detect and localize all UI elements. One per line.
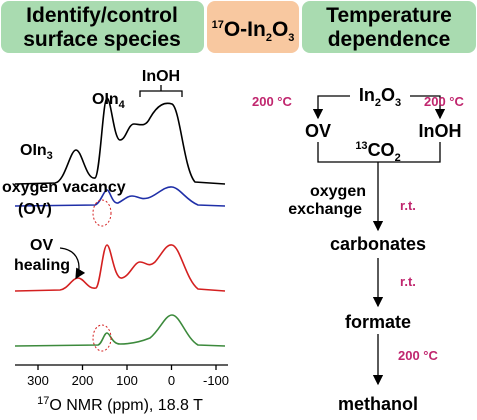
node: formate xyxy=(345,312,411,332)
header-center: 17O-In2O3 xyxy=(212,18,295,44)
bracket xyxy=(317,142,441,163)
spectrum-blue xyxy=(14,186,226,207)
condition: r.t. xyxy=(400,274,416,289)
peak-label: OIn3 xyxy=(20,142,53,162)
step-label: oxygen xyxy=(310,183,366,200)
header-right-1: Temperature xyxy=(326,4,452,27)
spectrum-red xyxy=(14,244,226,292)
tick-label: 100 xyxy=(116,373,138,388)
arrow xyxy=(312,95,350,120)
spectrum-black xyxy=(14,97,226,185)
node: In2O3 xyxy=(359,85,401,109)
annotation: (OV) xyxy=(18,201,52,218)
header-box-center xyxy=(207,1,299,53)
axis-label: 17O NMR (ppm), 18.8 T xyxy=(37,395,203,414)
inoh-bracket xyxy=(139,85,183,97)
vacancy-circle xyxy=(92,199,112,227)
vacancy-circle xyxy=(92,324,112,352)
header-box-right xyxy=(302,1,476,53)
node: 13CO2 xyxy=(355,140,400,164)
header-right-2: dependence xyxy=(328,28,451,51)
tick-label: 200 xyxy=(72,373,94,388)
condition: 200 °C xyxy=(398,348,439,363)
node: InOH xyxy=(419,121,462,141)
node: OV xyxy=(305,121,331,141)
header-box-left xyxy=(1,1,204,53)
annotation: OV xyxy=(30,237,53,254)
node: methanol xyxy=(338,394,418,414)
condition: 200 °C xyxy=(252,94,293,109)
tick-label: -100 xyxy=(203,373,229,388)
spectrum-green xyxy=(14,314,226,347)
step-label: exchange xyxy=(288,201,362,218)
header-left-2: surface species xyxy=(23,28,181,51)
peak-label: OIn4 xyxy=(92,91,126,111)
arrow xyxy=(410,95,446,120)
tick-label: 300 xyxy=(27,373,49,388)
node: carbonates xyxy=(330,234,426,254)
header-left-1: Identify/control xyxy=(26,4,178,27)
peak-label: InOH xyxy=(142,68,180,85)
condition: r.t. xyxy=(400,198,416,213)
annotation: oxygen vacancy xyxy=(2,179,126,196)
tick-label: 0 xyxy=(168,373,175,388)
healing-arrow xyxy=(59,247,86,280)
condition: 200 °C xyxy=(424,94,465,109)
annotation: healing xyxy=(14,257,70,274)
